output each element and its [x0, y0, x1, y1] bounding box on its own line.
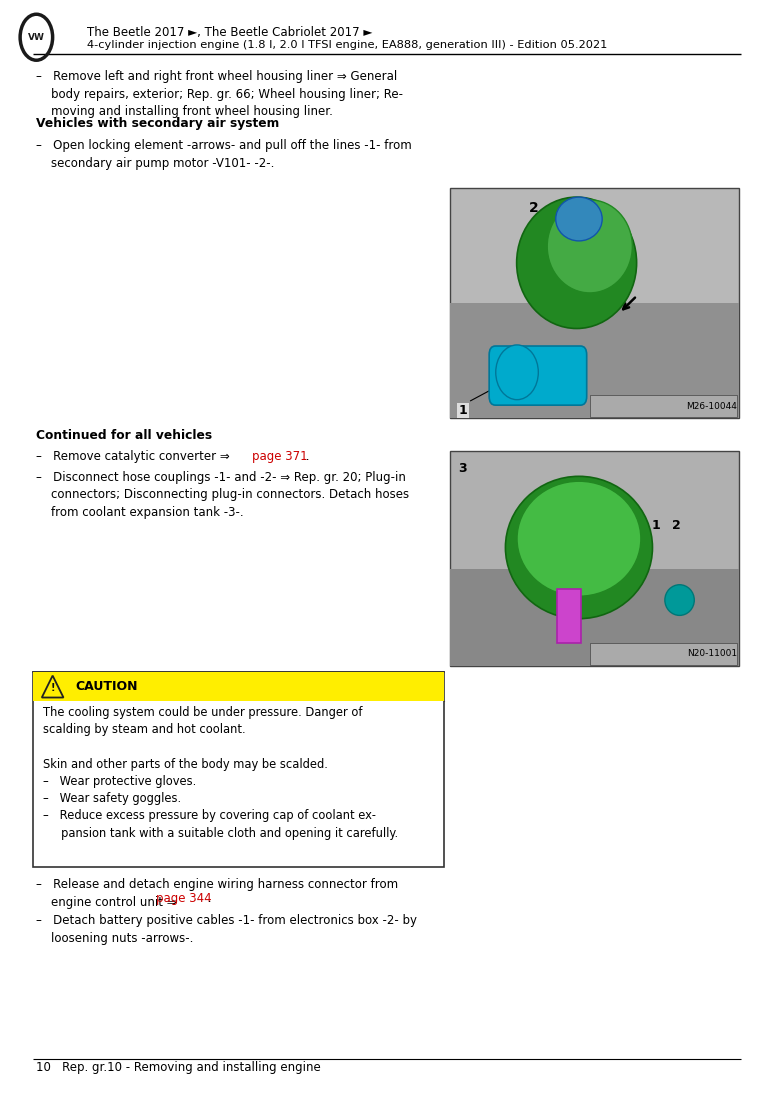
FancyBboxPatch shape [33, 672, 444, 867]
FancyBboxPatch shape [590, 643, 737, 665]
Text: page 371: page 371 [252, 450, 308, 463]
Ellipse shape [547, 199, 632, 293]
FancyBboxPatch shape [450, 451, 739, 666]
Text: –   Release and detach engine wiring harness connector from
    engine control u: – Release and detach engine wiring harne… [36, 878, 399, 909]
Text: 2: 2 [672, 519, 681, 532]
Text: –   Remove left and right front wheel housing liner ⇒ General
    body repairs, : – Remove left and right front wheel hous… [36, 70, 403, 118]
Text: 1: 1 [651, 519, 660, 532]
Text: 4-cylinder injection engine (1.8 l, 2.0 l TFSI engine, EA888, generation III) - : 4-cylinder injection engine (1.8 l, 2.0 … [87, 39, 608, 50]
Text: page 344: page 344 [156, 892, 212, 906]
Polygon shape [42, 676, 63, 698]
FancyBboxPatch shape [450, 569, 739, 666]
Text: .: . [204, 892, 212, 906]
Text: N20-11001: N20-11001 [687, 649, 737, 658]
Text: –   Open locking element -arrows- and pull off the lines -1- from
    secondary : – Open locking element -arrows- and pull… [36, 139, 412, 170]
Text: 3: 3 [457, 462, 467, 475]
FancyBboxPatch shape [557, 589, 580, 643]
Text: Continued for all vehicles: Continued for all vehicles [36, 429, 213, 442]
Text: –   Remove catalytic converter ⇒: – Remove catalytic converter ⇒ [36, 450, 234, 463]
Text: M26-10044: M26-10044 [686, 402, 737, 411]
Text: CAUTION: CAUTION [76, 680, 139, 693]
Text: The cooling system could be under pressure. Danger of
scalding by steam and hot : The cooling system could be under pressu… [43, 706, 398, 840]
Ellipse shape [556, 197, 602, 241]
FancyBboxPatch shape [450, 303, 739, 418]
Ellipse shape [496, 345, 539, 400]
FancyBboxPatch shape [489, 346, 587, 405]
Text: Vehicles with secondary air system: Vehicles with secondary air system [36, 117, 279, 130]
Text: 1: 1 [458, 404, 467, 417]
Ellipse shape [517, 197, 636, 328]
Text: 10   Rep. gr.10 - Removing and installing engine: 10 Rep. gr.10 - Removing and installing … [36, 1061, 321, 1074]
Text: –   Disconnect hose couplings -1- and -2- ⇒ Rep. gr. 20; Plug-in
    connectors;: – Disconnect hose couplings -1- and -2- … [36, 471, 409, 519]
FancyBboxPatch shape [33, 672, 444, 701]
Ellipse shape [517, 482, 641, 596]
FancyBboxPatch shape [450, 188, 739, 418]
Text: VW: VW [28, 33, 45, 42]
Text: The Beetle 2017 ►, The Beetle Cabriolet 2017 ►: The Beetle 2017 ►, The Beetle Cabriolet … [87, 26, 373, 39]
Text: 2: 2 [529, 201, 539, 216]
Text: .: . [302, 450, 310, 463]
Ellipse shape [505, 476, 652, 619]
Ellipse shape [665, 585, 694, 615]
FancyBboxPatch shape [590, 395, 737, 417]
Text: –   Detach battery positive cables -1- from electronics box -2- by
    loosening: – Detach battery positive cables -1- fro… [36, 914, 417, 945]
Text: !: ! [50, 682, 55, 693]
